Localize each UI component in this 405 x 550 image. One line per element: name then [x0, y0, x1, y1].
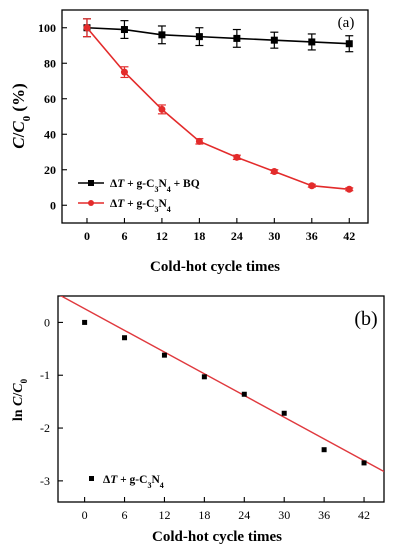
panel-b-point — [82, 319, 88, 325]
panel-a-ytick-label: 100 — [38, 21, 56, 35]
panel-a-ytick-label: 20 — [44, 163, 56, 177]
panel-a-series-line-0 — [86, 26, 350, 45]
panel-b-point — [281, 410, 287, 416]
panel-a-point — [233, 34, 241, 42]
legend-b-label: ΔT + g-C3N4 — [103, 474, 164, 490]
panel-b-ytick-label: -2 — [40, 421, 50, 435]
legend-bq-label: ΔT + g-C3N4 + BQ — [110, 178, 200, 194]
panel-b: 0 6 12 18 24 30 36 42 0 -1 -2 -3 (b) ln C/C0 Cold-h… — [11, 295, 385, 545]
panel-a-point — [195, 137, 203, 145]
panel-a-point — [270, 36, 278, 44]
panel-a-plot — [82, 18, 354, 193]
panel-a-frame — [61, 9, 369, 224]
legend-item-bq: ΔT + g-C3N4 + BQ — [78, 178, 200, 194]
panel-a-ytick-label: 0 — [50, 198, 56, 212]
panel-a-point — [120, 68, 128, 76]
panel-a-label: (a) — [338, 15, 355, 31]
panel-a-legend: ΔT + g-C3N4 + BQ ΔT + g-C3N4 — [78, 178, 200, 214]
panel-a-ytick-label: 80 — [44, 56, 56, 70]
panel-a-point — [270, 168, 278, 176]
panel-b-xtick-label: 42 — [358, 508, 370, 522]
panel-b-fit-line — [59, 296, 384, 473]
panel-a-point — [83, 24, 91, 32]
panel-b-ytick-label: 0 — [44, 315, 50, 329]
panel-b-frame — [57, 295, 385, 503]
panel-b-xtick-label: 18 — [198, 508, 210, 522]
panel-b-point — [361, 460, 367, 466]
panel-b-xlabel: Cold-hot cycle times — [152, 529, 282, 545]
panel-a-xtick-label: 24 — [231, 229, 243, 243]
panel-a-point — [345, 185, 353, 193]
panel-a-series-line-1 — [86, 27, 350, 191]
panel-b-xtick-label: 30 — [278, 508, 290, 522]
panel-a-point — [308, 182, 316, 190]
panel-a-point — [233, 153, 241, 161]
panel-a-xtick-label: 30 — [268, 229, 280, 243]
panel-a-ytick-label: 60 — [44, 92, 56, 106]
panel-a-ylabel: C/C0 (%) — [9, 83, 33, 149]
panel-b-point — [241, 391, 247, 397]
panel-b-ylabel: ln C/C0 — [11, 378, 29, 421]
panel-a-point — [345, 40, 353, 48]
panel-a-xtick-label: 18 — [193, 229, 205, 243]
panel-b-point — [201, 374, 207, 380]
panel-a-xtick-label: 42 — [343, 229, 355, 243]
panel-b-xtick-label: 6 — [122, 508, 128, 522]
panel-b-point — [161, 352, 167, 358]
panel-b-xtick-label: 24 — [238, 508, 250, 522]
legend-item-gc3n4: ΔT + g-C3N4 — [78, 198, 171, 214]
panel-b-ytick-label: -3 — [40, 474, 50, 488]
panel-a-xlabel: Cold-hot cycle times — [150, 259, 280, 275]
panel-b-plot — [59, 296, 384, 473]
panel-a-point — [158, 105, 166, 113]
panel-b-ytick-label: -1 — [40, 368, 50, 382]
panel-b-point — [321, 447, 327, 453]
legend-gc3n4-label: ΔT + g-C3N4 — [110, 198, 171, 214]
panel-a-xtick-label: 6 — [121, 229, 127, 243]
panel-a-ticks: 0 6 12 18 24 30 36 42 0 20 40 60 80 100 — [38, 21, 355, 243]
panel-a-xtick-label: 0 — [84, 229, 90, 243]
panel-a-point — [120, 26, 128, 34]
panel-a-xtick-label: 36 — [306, 229, 318, 243]
panel-b-xtick-label: 12 — [158, 508, 170, 522]
panel-b-label: (b) — [354, 308, 377, 330]
panel-b-legend: ΔT + g-C3N4 — [89, 474, 164, 490]
panel-a-xtick-label: 12 — [156, 229, 168, 243]
panel-a-point — [195, 33, 203, 41]
panel-b-ticks: 0 6 12 18 24 30 36 42 0 -1 -2 -3 — [40, 315, 370, 522]
panel-a-point — [158, 31, 166, 39]
panel-b-xtick-label: 36 — [318, 508, 330, 522]
panel-a-ytick-label: 40 — [44, 127, 56, 141]
panel-a-point — [308, 38, 316, 46]
panel-b-xtick-label: 0 — [82, 508, 88, 522]
legend-b-marker — [89, 476, 94, 481]
panel-b-point — [122, 335, 128, 341]
